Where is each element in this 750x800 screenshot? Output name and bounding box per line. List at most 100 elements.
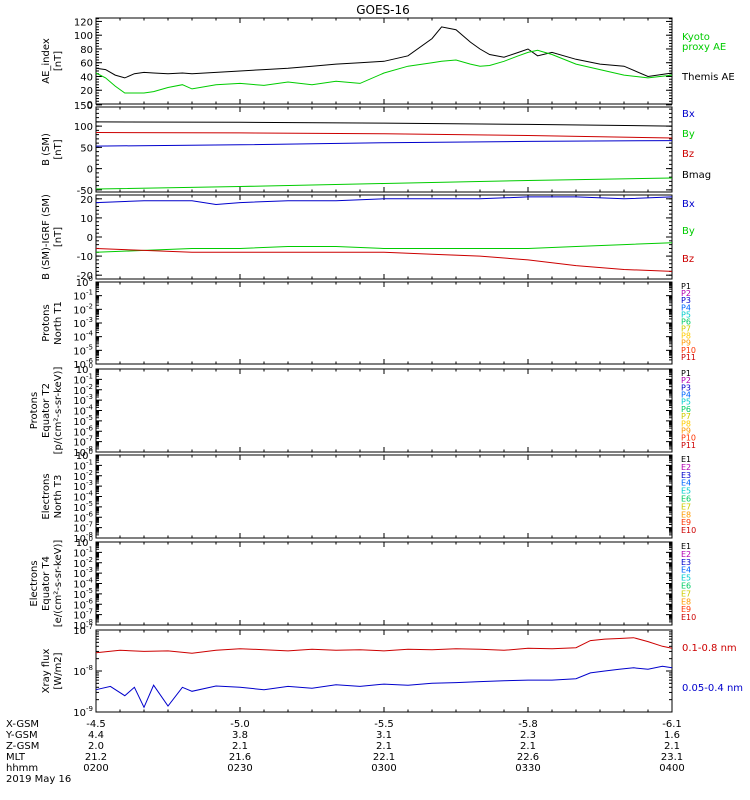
series-line-bsm-0	[95, 121, 673, 127]
orbit-row-value: 2.1	[664, 741, 680, 752]
legend-label: E5	[681, 574, 691, 583]
legend-label: E10	[681, 613, 696, 622]
y-axis-title-line: Equator T2	[41, 383, 52, 438]
legend-label: P5	[681, 398, 691, 407]
orbit-row-value: -5.5	[374, 719, 394, 730]
legend-label: P3	[681, 296, 691, 305]
y-tick-label: 120	[74, 17, 93, 28]
series-line-bigrf-2	[95, 248, 673, 272]
orbit-row-value: 2.1	[232, 741, 248, 752]
y-axis-title-line: Protons	[29, 392, 40, 429]
orbit-row-value: 0300	[371, 763, 396, 774]
y-tick-label: 100	[76, 448, 93, 462]
y-tick-label: 10-2	[73, 383, 93, 397]
legend-label: Kyoto	[682, 32, 710, 43]
y-axis-title-line: Xray flux	[41, 649, 52, 694]
y-tick-label: 10-7	[73, 435, 93, 449]
series-line-bsm-3	[95, 177, 673, 190]
legend-label: E7	[681, 502, 691, 511]
legend-label: P11	[681, 353, 696, 362]
panel-frame	[95, 454, 673, 539]
y-tick-label: 10-3	[73, 316, 93, 330]
legend-label: E6	[681, 582, 691, 591]
legend-label: P9	[681, 339, 691, 348]
y-tick-label: 60	[80, 59, 93, 70]
orbit-row-value: 3.1	[376, 730, 392, 741]
y-tick-label: 10-1	[73, 458, 93, 472]
y-tick-label: 0	[87, 100, 93, 111]
orbit-row-value: 2.3	[520, 730, 536, 741]
y-tick-label: 10-8	[73, 445, 93, 459]
orbit-row-value: 0200	[83, 763, 108, 774]
panel-e_t3: 10010-110-210-310-410-510-610-710-8Elect…	[41, 448, 696, 545]
y-tick-label: 10-1	[73, 289, 93, 303]
y-tick-label: 10-8	[73, 618, 93, 632]
y-axis-title-line: Electrons	[41, 473, 52, 519]
series-line-bsm-1	[95, 132, 673, 139]
y-tick-label: 20	[80, 195, 93, 206]
date-label: 2019 May 16	[6, 774, 71, 785]
y-tick-label: -20	[77, 271, 93, 282]
orbit-row-value: 21.2	[85, 752, 107, 763]
y-tick-label: 10-4	[73, 330, 93, 344]
series-line-bigrf-1	[95, 242, 673, 253]
y-axis-title-line: [nT]	[53, 51, 64, 71]
legend-label: P6	[681, 317, 691, 326]
y-axis-title-line: [nT]	[53, 227, 64, 247]
legend-label: Themis AE	[681, 72, 735, 83]
y-tick-label: 10-2	[73, 302, 93, 316]
legend-label: P1	[681, 369, 691, 378]
legend-label: P10	[681, 346, 696, 355]
legend-label: E10	[681, 526, 696, 535]
y-tick-label: 10-3	[73, 393, 93, 407]
legend-label: P9	[681, 426, 691, 435]
y-tick-label: 10-3	[73, 479, 93, 493]
legend-label: Bx	[682, 109, 695, 120]
legend-label: By	[682, 129, 695, 140]
legend-label: Bx	[682, 199, 695, 210]
y-axis-title-line: B (SM)	[41, 133, 52, 166]
y-tick-label: 10-2	[73, 556, 93, 570]
y-tick-label: 20	[80, 86, 93, 97]
panel-bsm: -50 0 50 100 150 B (SM) [nT] Bx By Bz Bmag	[41, 101, 711, 197]
y-tick-label: 10-1	[73, 545, 93, 559]
y-tick-label: 10-3	[73, 566, 93, 580]
y-tick-label: 10-4	[73, 577, 93, 591]
y-tick-label: 100	[76, 275, 93, 289]
legend-label: P7	[681, 325, 691, 334]
legend-label: P1	[681, 282, 691, 291]
y-axis-title-line: [e/(cm²-s-sr-keV)]	[53, 540, 64, 628]
orbit-row-value: 1.6	[664, 730, 680, 741]
orbit-row-value: 2.0	[88, 741, 104, 752]
y-axis-title-line: North T1	[53, 301, 64, 345]
y-tick-label: 10-8	[73, 531, 93, 545]
legend-label: E9	[681, 605, 691, 614]
y-tick-label: 10-1	[73, 372, 93, 386]
y-tick-label: 10-8	[73, 664, 93, 678]
orbit-row-label: hhmm	[6, 763, 38, 774]
y-tick-label: 10-5	[73, 587, 93, 601]
orbit-row-value: 0230	[227, 763, 252, 774]
legend-label: E2	[681, 550, 691, 559]
y-tick-label: 10-6	[73, 357, 93, 371]
legend-label: E2	[681, 463, 691, 472]
legend-label: 0.05-0.4 nm	[682, 683, 743, 694]
legend-label: E8	[681, 597, 691, 606]
y-tick-label: 100	[74, 122, 93, 133]
panel-frame	[95, 541, 673, 626]
y-tick-label: 10-4	[73, 404, 93, 418]
legend-label: E5	[681, 487, 691, 496]
y-tick-label: 150	[74, 101, 93, 112]
legend-label: P3	[681, 383, 691, 392]
y-tick-label: -10	[77, 252, 93, 263]
legend-label: E4	[681, 566, 691, 575]
panel-frame	[95, 629, 673, 713]
legend-label: P4	[681, 391, 691, 400]
legend-label: P2	[681, 289, 691, 298]
panel-p_t2: 10010-110-210-310-410-510-610-710-8Proto…	[29, 362, 696, 459]
legend-label: E3	[681, 471, 691, 480]
orbit-row-label: Z-GSM	[6, 741, 39, 752]
legend-label: E1	[681, 542, 691, 551]
y-tick-label: -50	[77, 186, 93, 197]
y-tick-label: 10-6	[73, 597, 93, 611]
